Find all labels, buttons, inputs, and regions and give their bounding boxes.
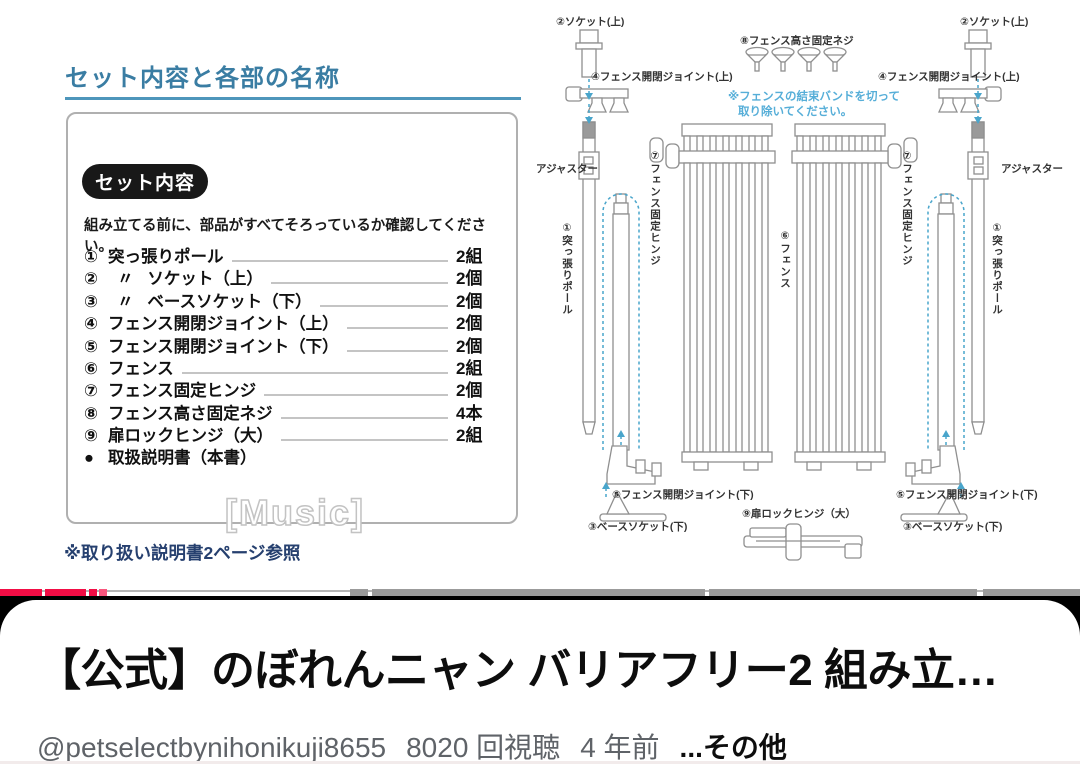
label-pole-left: ①突っ張りポール bbox=[561, 222, 573, 316]
heading-underline bbox=[65, 97, 521, 100]
label-hinge-right: ⑦フェンス固定ヒンジ bbox=[901, 150, 913, 267]
band-note: ※フェンスの結束バンドを切って 取り除いてください。 bbox=[728, 91, 900, 118]
progress-buffered-segment bbox=[983, 589, 1080, 596]
leader-line bbox=[270, 282, 448, 285]
label-adjuster-right: アジャスター bbox=[1001, 163, 1064, 175]
list-item: ③ 〃 ベースソケット（下） 2個 bbox=[84, 291, 483, 311]
video-meta-row: @petselectbynihonikuji8655 8020 回視聴 4 年前… bbox=[37, 726, 1047, 764]
view-count: 8020 回視聴 bbox=[406, 732, 561, 763]
leader-line bbox=[280, 416, 448, 419]
leader-line bbox=[319, 304, 448, 307]
list-item: ● 取扱説明書（本書） bbox=[84, 448, 257, 467]
leader-line bbox=[346, 349, 448, 352]
leader-line bbox=[264, 394, 448, 397]
label-joint-top-right: ④フェンス開閉ジョイント(上) bbox=[878, 71, 1020, 83]
label-screws: ⑧フェンス高さ固定ネジ bbox=[740, 35, 854, 47]
channel-handle[interactable]: @petselectbynihonikuji8655 bbox=[37, 732, 387, 763]
progress-watched-segment bbox=[45, 589, 86, 596]
label-joint-top-left: ④フェンス開閉ジョイント(上) bbox=[591, 71, 733, 83]
more-link[interactable]: ...その他 bbox=[679, 732, 787, 763]
progress-buffered-segment bbox=[709, 589, 977, 596]
parts-diagram-drawing bbox=[565, 29, 1002, 561]
video-progress-bar[interactable] bbox=[0, 589, 1080, 596]
set-contents-intro: 組み立てる前に、部品がすべてそろっているか確認してください。 bbox=[84, 218, 486, 255]
card-bottom-divider bbox=[0, 761, 1080, 764]
set-contents-badge: セット内容 bbox=[82, 164, 208, 199]
set-contents-box: セット内容 組み立てる前に、部品がすべてそろっているか確認してください。 ① 突… bbox=[66, 112, 518, 524]
label-joint-bottom-right: ⑤フェンス開閉ジョイント(下) bbox=[896, 489, 1038, 501]
progress-watched-segment bbox=[0, 589, 42, 596]
label-socket-top-right: ②ソケット(上) bbox=[960, 16, 1029, 28]
list-item: ⑨ 扉ロックヒンジ（大） 2組 bbox=[84, 426, 483, 446]
video-title[interactable]: 【公式】のぼれんニャン バリアフリー2 組み立… bbox=[37, 646, 998, 695]
list-item: ② 〃 ソケット（上） 2個 bbox=[84, 269, 483, 289]
list-item: ⑦ フェンス固定ヒンジ 2個 bbox=[84, 381, 483, 401]
manual-heading: セット内容と各部の名称 bbox=[65, 65, 340, 92]
label-pole-right: ①突っ張りポール bbox=[991, 222, 1003, 316]
list-item: ① 突っ張りポール 2組 bbox=[84, 247, 483, 266]
label-hinge-left: ⑦フェンス固定ヒンジ bbox=[649, 150, 661, 267]
progress-playhead-segment bbox=[99, 589, 107, 596]
label-joint-bottom-left: ⑤フェンス開閉ジョイント(下) bbox=[612, 489, 754, 501]
leader-line bbox=[281, 439, 448, 442]
list-item: ⑤ フェンス開閉ジョイント（下） 2個 bbox=[84, 336, 483, 356]
parts-list: ① 突っ張りポール 2組 ② 〃 ソケット（上） 2個 ③ 〃 ベースソケット（… bbox=[84, 242, 508, 467]
list-item: ④ フェンス開閉ジョイント（上） 2個 bbox=[84, 314, 483, 334]
list-item: ⑥ フェンス 2組 bbox=[84, 358, 483, 378]
manual-footnote: ※取り扱い説明書2ページ参照 bbox=[64, 543, 301, 563]
video-age: 4 年前 bbox=[580, 732, 660, 763]
label-base-left: ③ベースソケット(下) bbox=[588, 521, 688, 533]
progress-watched-segment bbox=[89, 589, 97, 596]
auto-caption-overlay: [Music] bbox=[224, 491, 365, 534]
label-fence: ⑥フェンス bbox=[779, 230, 791, 289]
list-item: ⑧ フェンス高さ固定ネジ 4本 bbox=[84, 403, 483, 423]
video-surface[interactable]: セット内容と各部の名称 セット内容 組み立てる前に、部品がすべてそろっているか確… bbox=[0, 0, 1080, 589]
leader-line bbox=[181, 371, 448, 374]
label-base-right: ③ベースソケット(下) bbox=[903, 521, 1003, 533]
progress-buffered-segment bbox=[372, 589, 705, 596]
label-lock-hinge: ⑨扉ロックヒンジ（大） bbox=[742, 508, 856, 520]
label-socket-top-left: ②ソケット(上) bbox=[556, 16, 625, 28]
video-info-card: 【公式】のぼれんニャン バリアフリー2 組み立… @petselectbynih… bbox=[0, 600, 1080, 764]
leader-line bbox=[346, 327, 448, 330]
leader-line bbox=[231, 260, 448, 262]
label-adjuster-left: アジャスター bbox=[536, 163, 599, 175]
progress-buffered-segment bbox=[350, 589, 368, 596]
